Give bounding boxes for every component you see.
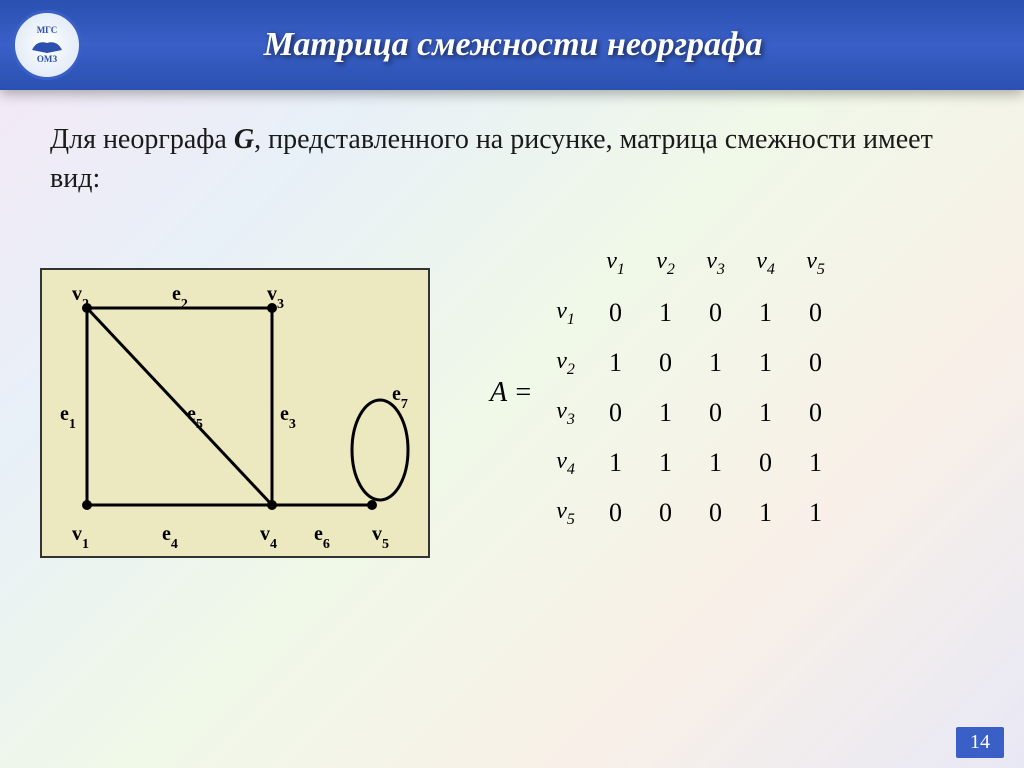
matrix-cell: 1 (641, 288, 691, 338)
matrix-A: A = (490, 377, 533, 408)
svg-text:v4: v4 (260, 523, 277, 552)
desc-prefix: Для неорграфа (50, 124, 234, 155)
matrix-header: v3 (691, 238, 741, 288)
content-area: Для неорграфа G, представленного на рису… (0, 90, 1024, 588)
svg-text:e6: e6 (314, 523, 330, 552)
matrix-cell: 1 (691, 338, 741, 388)
matrix-header: v1 (541, 288, 591, 338)
matrix-cell: 0 (791, 388, 841, 438)
matrix-cell: 0 (691, 388, 741, 438)
matrix-cell: 0 (641, 488, 691, 538)
matrix-cell: 1 (691, 438, 741, 488)
svg-text:v5: v5 (372, 523, 389, 552)
matrix-header: v2 (641, 238, 691, 288)
matrix-cell: 1 (641, 438, 691, 488)
matrix-cell: 1 (791, 438, 841, 488)
main-visual-area: e1e2e3e4e5e6e7v1v2v3v4v5 A = v1v2v3v4v5v… (50, 238, 974, 558)
matrix-header: v5 (791, 238, 841, 288)
matrix-cell: 0 (791, 288, 841, 338)
matrix-header: v2 (541, 338, 591, 388)
matrix-header: v4 (541, 438, 591, 488)
matrix-cell: 1 (741, 388, 791, 438)
matrix-header: v1 (591, 238, 641, 288)
matrix-cell: 0 (791, 338, 841, 388)
matrix-table: v1v2v3v4v5v101010v210110v301010v411101v5… (541, 238, 841, 538)
matrix-cell: 1 (591, 338, 641, 388)
svg-text:e1: e1 (60, 403, 76, 432)
matrix-cell: 0 (641, 338, 691, 388)
svg-text:v1: v1 (72, 523, 89, 552)
svg-text:e3: e3 (280, 403, 296, 432)
matrix-cell: 1 (641, 388, 691, 438)
matrix-cell: 0 (691, 488, 741, 538)
svg-text:v2: v2 (72, 283, 89, 312)
graph-diagram: e1e2e3e4e5e6e7v1v2v3v4v5 (40, 268, 430, 558)
description-text: Для неорграфа G, представленного на рису… (50, 120, 974, 198)
slide-title: Матрица смежности неорграфа (82, 26, 1024, 64)
matrix-cell: 0 (741, 438, 791, 488)
matrix-cell: 0 (591, 488, 641, 538)
svg-text:e4: e4 (162, 523, 178, 552)
matrix-cell: 1 (741, 338, 791, 388)
logo-text-1: МГС (37, 26, 58, 35)
matrix-header: v3 (541, 388, 591, 438)
matrix-cell: 0 (591, 388, 641, 438)
slide-header: МГС ОМЗ Матрица смежности неорграфа (0, 0, 1024, 90)
matrix-label: A = (490, 377, 533, 409)
matrix-cell: 1 (741, 488, 791, 538)
matrix-cell: 1 (591, 438, 641, 488)
graph-svg: e1e2e3e4e5e6e7v1v2v3v4v5 (42, 270, 432, 560)
matrix-cell: 0 (591, 288, 641, 338)
desc-var: G (234, 124, 254, 155)
matrix-header: v5 (541, 488, 591, 538)
matrix-cell: 0 (691, 288, 741, 338)
svg-text:e5: e5 (187, 403, 203, 432)
matrix-header: v4 (741, 238, 791, 288)
logo-text-2: ОМЗ (37, 55, 57, 64)
page-number: 14 (956, 727, 1004, 758)
book-icon (27, 35, 67, 55)
matrix-cell: 1 (741, 288, 791, 338)
adjacency-matrix: A = v1v2v3v4v5v101010v210110v301010v4111… (490, 238, 841, 538)
matrix-cell: 1 (791, 488, 841, 538)
logo: МГС ОМЗ (12, 10, 82, 80)
